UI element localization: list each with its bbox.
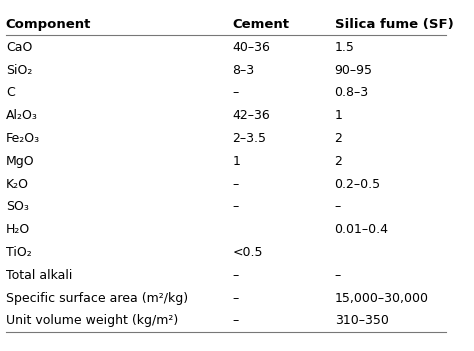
Text: Component: Component bbox=[6, 18, 91, 31]
Text: H₂O: H₂O bbox=[6, 223, 30, 236]
Text: 2–3.5: 2–3.5 bbox=[232, 132, 266, 145]
Text: 1: 1 bbox=[232, 155, 240, 168]
Text: 8–3: 8–3 bbox=[232, 64, 255, 77]
Text: K₂O: K₂O bbox=[6, 178, 29, 191]
Text: –: – bbox=[232, 314, 239, 327]
Text: 1: 1 bbox=[335, 109, 343, 122]
Text: 42–36: 42–36 bbox=[232, 109, 270, 122]
Text: –: – bbox=[232, 178, 239, 191]
Text: –: – bbox=[335, 200, 341, 213]
Text: 40–36: 40–36 bbox=[232, 41, 270, 54]
Text: 2: 2 bbox=[335, 132, 343, 145]
Text: Fe₂O₃: Fe₂O₃ bbox=[6, 132, 40, 145]
Text: TiO₂: TiO₂ bbox=[6, 246, 32, 259]
Text: 0.8–3: 0.8–3 bbox=[335, 86, 369, 99]
Text: 15,000–30,000: 15,000–30,000 bbox=[335, 292, 428, 305]
Text: –: – bbox=[232, 86, 239, 99]
Text: Al₂O₃: Al₂O₃ bbox=[6, 109, 38, 122]
Text: –: – bbox=[232, 292, 239, 305]
Text: 90–95: 90–95 bbox=[335, 64, 373, 77]
Text: 1.5: 1.5 bbox=[335, 41, 355, 54]
Text: C: C bbox=[6, 86, 15, 99]
Text: 2: 2 bbox=[335, 155, 343, 168]
Text: MgO: MgO bbox=[6, 155, 35, 168]
Text: –: – bbox=[232, 200, 239, 213]
Text: <0.5: <0.5 bbox=[232, 246, 263, 259]
Text: CaO: CaO bbox=[6, 41, 32, 54]
Text: Silica fume (SF): Silica fume (SF) bbox=[335, 18, 453, 31]
Text: Total alkali: Total alkali bbox=[6, 269, 72, 282]
Text: –: – bbox=[232, 269, 239, 282]
Text: Cement: Cement bbox=[232, 18, 290, 31]
Text: 310–350: 310–350 bbox=[335, 314, 389, 327]
Text: 0.2–0.5: 0.2–0.5 bbox=[335, 178, 381, 191]
Text: Specific surface area (m²/kg): Specific surface area (m²/kg) bbox=[6, 292, 188, 305]
Text: SO₃: SO₃ bbox=[6, 200, 29, 213]
Text: SiO₂: SiO₂ bbox=[6, 64, 32, 77]
Text: 0.01–0.4: 0.01–0.4 bbox=[335, 223, 389, 236]
Text: –: – bbox=[335, 269, 341, 282]
Text: Unit volume weight (kg/m²): Unit volume weight (kg/m²) bbox=[6, 314, 178, 327]
